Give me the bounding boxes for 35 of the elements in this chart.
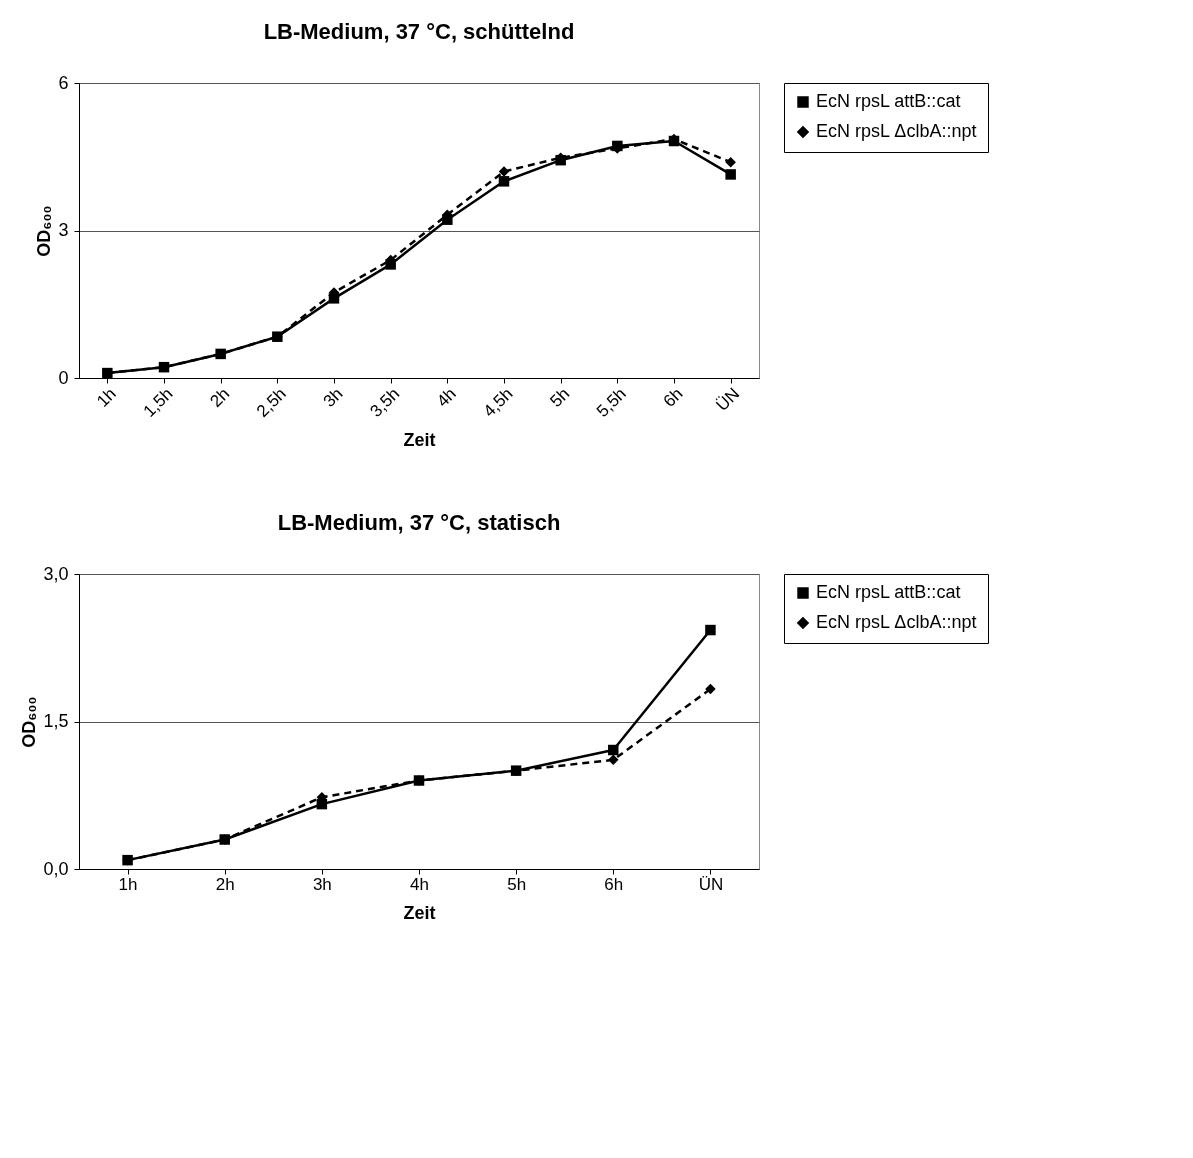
x-tick-label: 3h: [312, 874, 332, 894]
y-tick-label: 0: [58, 367, 69, 388]
x-tick-label: 5,5h: [593, 384, 630, 421]
x-axis-title: Zeit: [403, 902, 436, 923]
y-axis-title: OD₆₀₀: [34, 205, 55, 257]
x-tick-label: 1h: [118, 874, 138, 894]
y-tick-label: 1,5: [43, 711, 69, 731]
x-tick-label: 2,5h: [253, 384, 290, 421]
legend-label: EcN rpsL attB::cat: [816, 582, 961, 602]
x-tick-label: 4,5h: [479, 384, 517, 421]
x-tick-label: 1h: [93, 384, 120, 411]
y-axis-title: OD₆₀₀: [19, 696, 40, 748]
x-tick-label: ÜN: [712, 384, 744, 415]
chart-title: LB-Medium, 37 °C, schüttelnd: [263, 19, 575, 44]
x-tick-label: 6h: [659, 384, 687, 411]
legend-label: EcN rpsL ΔclbA::npt: [816, 121, 977, 141]
y-tick-label: 3: [58, 220, 69, 240]
legend-label: EcN rpsL ΔclbA::npt: [816, 612, 977, 632]
chart-title: LB-Medium, 37 °C, statisch: [277, 510, 561, 535]
y-tick-label: 6: [58, 72, 69, 93]
x-tick-label: 6h: [604, 874, 624, 894]
y-tick-label: 0,0: [43, 858, 69, 879]
x-tick-label: 5h: [546, 384, 574, 411]
x-tick-label: 3h: [319, 384, 347, 411]
x-tick-label: 2h: [206, 384, 234, 411]
x-tick-label: 1,5h: [139, 384, 177, 421]
legend-label: EcN rpsL attB::cat: [816, 91, 961, 111]
x-tick-label: 2h: [215, 874, 235, 894]
x-tick-label: ÜN: [698, 874, 724, 894]
x-tick-label: 3,5h: [366, 384, 404, 421]
x-tick-label: 5h: [507, 874, 527, 894]
x-tick-label: 4h: [433, 384, 460, 411]
x-axis-title: Zeit: [403, 430, 436, 451]
y-tick-label: 3,0: [43, 563, 69, 584]
x-tick-label: 4h: [410, 874, 429, 894]
